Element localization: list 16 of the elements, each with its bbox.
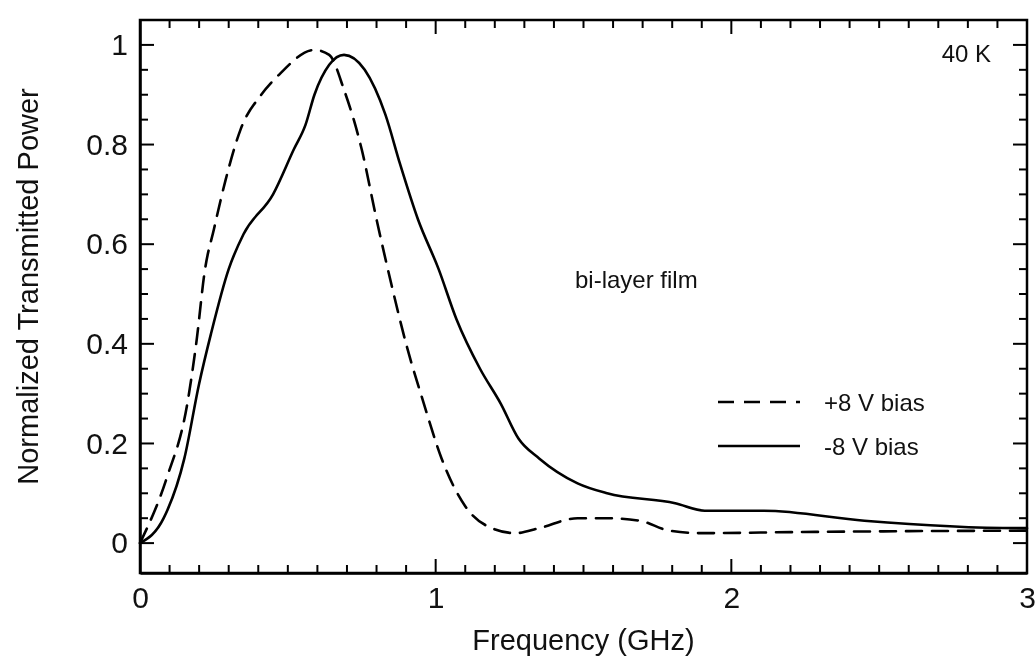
annotation: 40 K — [941, 40, 991, 67]
y-tick-label: 0.2 — [86, 426, 128, 460]
legend-label: -8 V bias — [824, 433, 919, 460]
y-axis-title: Normalized Transmitted Power — [12, 87, 44, 485]
x-tick-label: 3 — [1019, 581, 1036, 615]
y-tick-label: 0 — [111, 526, 128, 560]
x-axis-title: Frequency (GHz) — [472, 624, 695, 656]
y-tick-label: 0.4 — [86, 326, 128, 360]
x-tick-label: 0 — [132, 581, 149, 615]
x-tick-label: 2 — [723, 581, 741, 615]
legend-label: +8 V bias — [824, 389, 925, 416]
x-tick-label: 1 — [427, 581, 445, 615]
y-tick-label: 0.8 — [86, 127, 128, 161]
y-tick-label: 0.6 — [86, 227, 128, 261]
y-tick-label: 1 — [111, 28, 128, 62]
annotation: bi-layer film — [575, 266, 698, 293]
